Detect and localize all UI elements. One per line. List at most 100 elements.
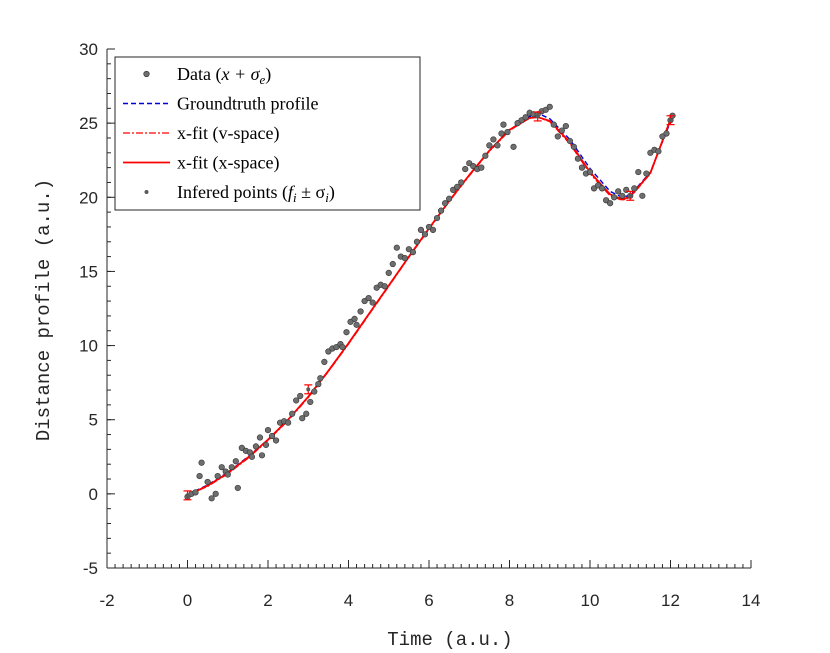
data-point [198, 459, 205, 466]
plot-inferred-points [183, 111, 675, 501]
axes: -2 0 2 4 6 8 10 12 14 -5 0 5 10 15 20 25 30 [79, 40, 760, 610]
legend-entry-data: Data (x + σe) [143, 64, 271, 87]
data-point [546, 103, 553, 110]
data-point [393, 244, 400, 251]
data-point [458, 179, 465, 186]
data-point [554, 133, 561, 140]
data-point [196, 472, 203, 480]
data-point [635, 168, 642, 176]
x-tick-label: 0 [183, 591, 192, 610]
data-point [611, 194, 618, 201]
inferred-marker [628, 193, 633, 198]
inferred-point [626, 190, 635, 201]
data-point [204, 478, 211, 486]
data-point [558, 127, 565, 134]
data-point [357, 308, 364, 315]
plot-data-points [184, 103, 676, 502]
y-tick-label: 20 [79, 188, 98, 207]
x-axis-label: Time (a.u.) [387, 629, 512, 651]
data-point [578, 164, 586, 171]
data-point [343, 329, 350, 336]
data-point [307, 398, 314, 406]
data-point [550, 121, 557, 128]
data-point [272, 437, 280, 444]
data-point [228, 464, 235, 471]
data-point [256, 434, 264, 441]
data-point [663, 130, 670, 137]
x-tick-label: 2 [263, 591, 272, 610]
data-point [409, 249, 417, 256]
data-point [486, 142, 493, 149]
data-point [639, 192, 646, 199]
data-point [482, 152, 489, 159]
legend-label: Infered points (fi ± σi) [177, 182, 335, 205]
data-point [317, 375, 324, 382]
data-point [351, 315, 358, 322]
data-point [224, 471, 231, 478]
data-point [494, 142, 501, 149]
data-point [285, 419, 292, 426]
data-point [389, 260, 396, 268]
data-point [522, 114, 529, 121]
data-point [413, 238, 421, 245]
data-point [299, 415, 306, 422]
data-point [369, 299, 376, 306]
inferred-point [304, 384, 313, 395]
data-point [293, 397, 300, 404]
data-point [258, 452, 266, 459]
y-tick-label: 0 [89, 485, 98, 504]
data-point [315, 381, 322, 388]
inferred-marker [185, 493, 190, 498]
x-tick-label: 12 [661, 591, 680, 610]
data-point [218, 464, 225, 471]
data-point [478, 164, 485, 171]
data-point [490, 136, 497, 143]
x-fit-v-space-line [187, 116, 672, 496]
data-point [248, 453, 255, 460]
y-axis-label: Distance profile (a.u.) [33, 179, 55, 441]
legend-entry-vfit: x-fit (v-space) [123, 123, 279, 144]
data-point [417, 226, 425, 234]
y-tick-label: 15 [79, 262, 98, 281]
data-point [429, 226, 437, 234]
data-point [510, 143, 517, 150]
data-point [446, 195, 453, 202]
data-point [289, 410, 296, 417]
y-tick-label: 30 [79, 40, 98, 59]
legend-label: x-fit (x-space) [177, 153, 279, 174]
data-point [365, 295, 372, 302]
data-point [353, 321, 360, 328]
inferred-marker [306, 387, 311, 392]
inferred-point [666, 115, 675, 126]
y-tick-label: 10 [79, 337, 98, 356]
legend-entry-inferred: Infered points (fi ± σi) [144, 182, 335, 205]
data-point [607, 200, 614, 207]
data-point [232, 458, 239, 465]
data-point [214, 472, 221, 480]
data-point [234, 484, 241, 492]
data-point [208, 495, 215, 502]
legend-label: Groundtruth profile [177, 94, 318, 114]
x-tick-label: 6 [424, 591, 433, 610]
x-tick-label: 10 [581, 591, 600, 610]
legend-inferred-marker [144, 190, 149, 194]
legend-label: x-fit (v-space) [177, 123, 279, 144]
data-point [311, 388, 318, 395]
y-tick-label: -5 [83, 559, 98, 578]
inferred-point [533, 111, 542, 122]
legend-label: Data (x + σe) [177, 64, 271, 87]
legend-data-marker [143, 70, 150, 78]
inferred-marker [535, 114, 540, 119]
data-point [504, 128, 511, 136]
data-point [631, 185, 638, 192]
data-point [303, 410, 310, 417]
x-tick-label: 8 [505, 591, 514, 610]
inferred-marker [668, 118, 673, 123]
data-point [462, 166, 469, 173]
x-tick-label: -2 [99, 591, 114, 610]
data-point [385, 269, 392, 277]
data-point [321, 358, 328, 365]
data-point [212, 490, 219, 497]
data-point [586, 168, 594, 176]
